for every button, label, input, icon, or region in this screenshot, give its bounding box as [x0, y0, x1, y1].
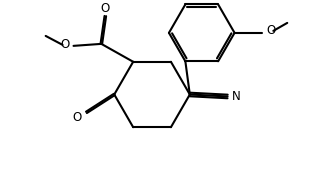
Text: O: O	[73, 111, 82, 124]
Text: N: N	[232, 90, 241, 103]
Text: O: O	[60, 38, 69, 51]
Text: O: O	[267, 24, 276, 37]
Text: O: O	[101, 2, 110, 15]
